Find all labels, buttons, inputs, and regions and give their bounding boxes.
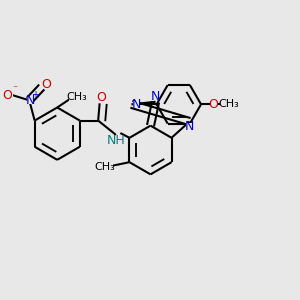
Bar: [2, 91, 13, 100]
Bar: [111, 136, 122, 144]
Text: CH₃: CH₃: [66, 92, 87, 102]
Bar: [69, 93, 84, 101]
Text: N: N: [132, 98, 141, 111]
Bar: [98, 163, 112, 171]
Text: O: O: [2, 88, 12, 101]
Bar: [186, 123, 193, 130]
Text: N: N: [185, 120, 194, 134]
Bar: [210, 100, 217, 108]
Text: O: O: [208, 98, 218, 111]
Bar: [40, 80, 52, 88]
Text: CH₃: CH₃: [95, 162, 116, 172]
Text: O: O: [42, 77, 51, 91]
Text: N: N: [151, 90, 160, 103]
Text: CH₃: CH₃: [218, 99, 239, 109]
Text: NH: NH: [107, 134, 126, 147]
Bar: [152, 93, 159, 100]
Bar: [220, 100, 237, 109]
Text: ⁻: ⁻: [12, 84, 17, 94]
Bar: [27, 97, 34, 104]
Text: N: N: [26, 94, 35, 107]
Text: O: O: [96, 92, 106, 104]
Bar: [133, 100, 140, 108]
Bar: [96, 94, 105, 102]
Text: +: +: [31, 90, 39, 100]
